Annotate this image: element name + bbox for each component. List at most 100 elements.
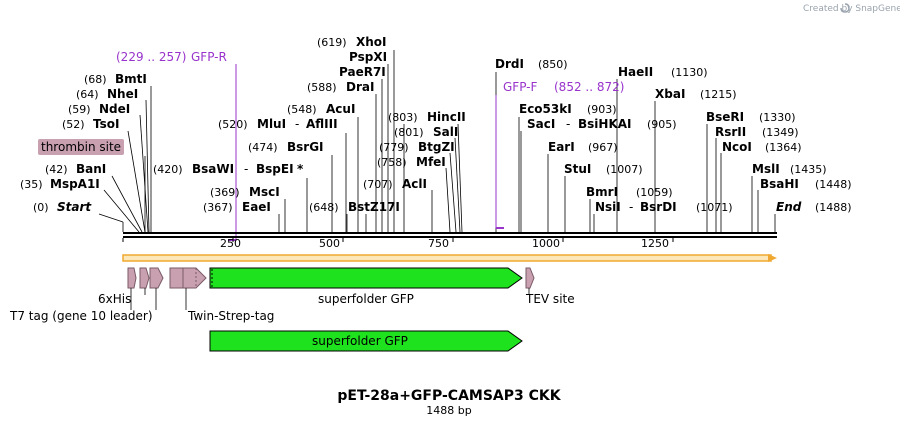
site-sali[interactable]: SalI bbox=[433, 125, 458, 139]
start-label: Start bbox=[57, 200, 92, 214]
feature-leaders bbox=[130, 288, 530, 310]
site-bsawi[interactable]: BsaWI bbox=[192, 162, 234, 176]
sequence-line bbox=[122, 232, 777, 242]
site-nsii-position: (1071) bbox=[696, 201, 733, 214]
site-haeii[interactable]: HaeII bbox=[618, 65, 653, 79]
site-afliii[interactable]: AflIII bbox=[306, 117, 338, 131]
site-eari[interactable]: EarI bbox=[548, 140, 575, 154]
site-xhoi-position: (619) bbox=[317, 36, 347, 49]
site-saci-position: (905) bbox=[647, 118, 677, 131]
site-drdi[interactable]: DrdI bbox=[495, 57, 524, 71]
site-msci[interactable]: MscI bbox=[249, 185, 280, 199]
site-ncoi[interactable]: NcoI bbox=[722, 140, 752, 154]
site-xhoi[interactable]: XhoI bbox=[356, 35, 387, 49]
site-bmri[interactable]: BmrI bbox=[586, 185, 618, 199]
site-bstz17i[interactable]: BstZ17I bbox=[348, 200, 400, 214]
site-btgzi[interactable]: BtgZI bbox=[418, 140, 455, 154]
site-bstz17i-position: (648) bbox=[309, 201, 339, 214]
site-mspa1i[interactable]: MspA1I bbox=[50, 177, 100, 191]
twin-strep-tag-label: Twin-Strep-tag bbox=[187, 309, 274, 323]
site-eaei[interactable]: EaeI bbox=[242, 200, 271, 214]
site-bsihkai[interactable]: BsiHKAI bbox=[578, 117, 632, 131]
site-paer7i[interactable]: PaeR7I bbox=[339, 65, 386, 79]
site-stui-position: (1007) bbox=[606, 163, 643, 176]
site-nhei[interactable]: NheI bbox=[107, 87, 138, 101]
site-tsoi-position: (52) bbox=[62, 118, 85, 131]
end-label: End bbox=[776, 200, 802, 214]
scale-tick-500: 500 bbox=[319, 237, 340, 250]
start-position: (0) bbox=[33, 201, 49, 214]
scale-tick-1250: 1250 bbox=[641, 237, 669, 250]
site-mlui-position: (520) bbox=[218, 118, 248, 131]
site-hincii[interactable]: HincII bbox=[427, 110, 466, 124]
site-bsahi[interactable]: BsaHI bbox=[760, 177, 799, 191]
scale-tick-1000: 1000 bbox=[532, 237, 560, 250]
site-ndei-position: (59) bbox=[68, 103, 91, 116]
site-nsii[interactable]: NsiI bbox=[595, 200, 621, 214]
site-saci[interactable]: SacI bbox=[527, 117, 555, 131]
site-acui[interactable]: AcuI bbox=[326, 102, 355, 116]
site-eco53ki-position: (903) bbox=[587, 103, 617, 116]
site-xbai-position: (1215) bbox=[700, 88, 737, 101]
snapgene-credit: Created by SnapGene bbox=[803, 4, 900, 14]
site-tsoi[interactable]: TsoI bbox=[93, 117, 119, 131]
end-position: (1488) bbox=[815, 201, 852, 214]
site-bsrgi[interactable]: BsrGI bbox=[287, 140, 324, 154]
site-drai[interactable]: DraI bbox=[346, 80, 374, 94]
feature-t7-tag[interactable] bbox=[127, 267, 137, 289]
site-bsawi-position: (420) bbox=[153, 163, 183, 176]
site-acui-position: (548) bbox=[287, 103, 317, 116]
site-mlui[interactable]: MluI bbox=[257, 117, 286, 131]
site-bmti[interactable]: BmtI bbox=[115, 72, 147, 86]
primer-gfp-f-label[interactable]: GFP-F bbox=[503, 80, 538, 94]
backbone-arrow[interactable] bbox=[122, 254, 777, 262]
site-acli-position: (707) bbox=[363, 178, 393, 191]
site-drai-position: (588) bbox=[307, 81, 337, 94]
site-eari-position: (967) bbox=[588, 141, 618, 154]
primer-gfp-r-label[interactable]: GFP-R bbox=[191, 50, 227, 64]
site-pspxi[interactable]: PspXI bbox=[349, 50, 387, 64]
site-bani[interactable]: BanI bbox=[76, 162, 106, 176]
site-bani-position: (42) bbox=[45, 163, 68, 176]
feature-tev-site[interactable] bbox=[525, 267, 535, 289]
site-eaei-position: (367) bbox=[203, 201, 233, 214]
site-sali-position: (801) bbox=[394, 126, 424, 139]
feature-superfolder-gfp[interactable] bbox=[209, 267, 523, 289]
snapgene-logo-icon bbox=[840, 3, 850, 13]
feature-twin-strep-tag[interactable] bbox=[169, 267, 207, 289]
saci-separator: - bbox=[566, 117, 570, 131]
feature-thrombin-site[interactable] bbox=[149, 267, 164, 289]
site-bspei[interactable]: BspEI bbox=[256, 162, 294, 176]
tev-site-label: TEV site bbox=[525, 292, 575, 306]
site-mfei[interactable]: MfeI bbox=[416, 155, 446, 169]
site-rsrii[interactable]: RsrII bbox=[715, 125, 746, 139]
6xhis-label: 6xHis bbox=[98, 292, 131, 306]
site-xbai[interactable]: XbaI bbox=[655, 87, 685, 101]
site-eco53ki[interactable]: Eco53kI bbox=[519, 102, 572, 116]
site-bseri-position: (1330) bbox=[759, 111, 796, 124]
site-btgzi-position: (779) bbox=[379, 141, 409, 154]
superfolder-gfp-translation-label: superfolder GFP bbox=[312, 334, 408, 348]
feature-6xhis[interactable] bbox=[139, 267, 150, 289]
site-haeii-position: (1130) bbox=[671, 66, 708, 79]
site-bsahi-position: (1448) bbox=[815, 178, 852, 191]
site-msci-position: (369) bbox=[210, 186, 240, 199]
primer-gfp-r[interactable] bbox=[228, 64, 237, 241]
map-subtitle: 1488 bp bbox=[426, 404, 471, 417]
site-mfei-position: (758) bbox=[377, 156, 407, 169]
site-msli[interactable]: MslI bbox=[752, 162, 780, 176]
superfolder-gfp-label: superfolder GFP bbox=[318, 292, 414, 306]
scale-tick-250: 250 bbox=[220, 237, 241, 250]
primer-gfp-f[interactable] bbox=[495, 95, 504, 229]
site-bseri[interactable]: BseRI bbox=[706, 110, 744, 124]
thrombin-site-label: thrombin site bbox=[41, 140, 121, 154]
site-hincii-position: (803) bbox=[388, 111, 418, 124]
site-ndei[interactable]: NdeI bbox=[99, 102, 130, 116]
feature-superfolder-gfp-translation[interactable]: superfolder GFP bbox=[209, 330, 523, 352]
site-bsrdi[interactable]: BsrDI bbox=[640, 200, 677, 214]
site-bsrgi-position: (474) bbox=[248, 141, 278, 154]
site-acli[interactable]: AclI bbox=[402, 177, 427, 191]
site-stui[interactable]: StuI bbox=[564, 162, 591, 176]
site-nhei-position: (64) bbox=[76, 88, 99, 101]
